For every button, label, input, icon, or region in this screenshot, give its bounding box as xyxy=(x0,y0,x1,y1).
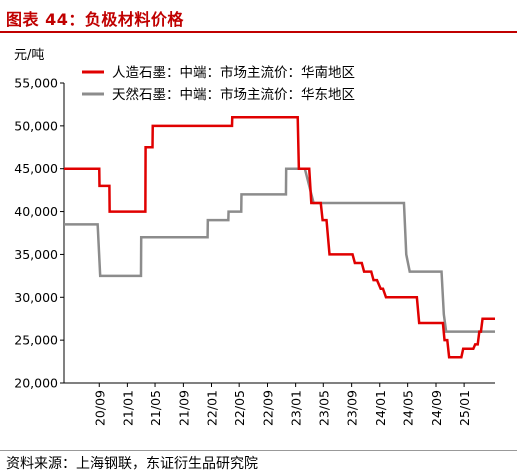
x-tick-label: 22/05 xyxy=(232,390,247,426)
y-tick-label: 30,000 xyxy=(14,290,58,305)
x-tick-label: 23/09 xyxy=(345,390,360,426)
footer-divider xyxy=(0,450,517,451)
x-tick-label: 24/09 xyxy=(429,390,444,426)
x-tick-label: 25/01 xyxy=(457,390,472,426)
x-tick-label: 23/01 xyxy=(289,390,304,426)
legend-label: 人造石墨：中端：市场主流价：华南地区 xyxy=(112,64,355,81)
y-tick-label: 50,000 xyxy=(14,118,58,133)
x-tick-label: 21/01 xyxy=(120,390,135,426)
x-tick-label: 23/05 xyxy=(316,390,331,426)
y-tick-label: 40,000 xyxy=(14,204,58,219)
series-line-artificial-graphite xyxy=(64,116,495,359)
x-tick-label: 24/05 xyxy=(401,390,416,426)
y-tick-label: 45,000 xyxy=(14,161,58,176)
legend-label: 天然石墨：中端：市场主流价：华东地区 xyxy=(112,86,355,103)
y-tick-label: 35,000 xyxy=(14,247,58,262)
title-underline xyxy=(0,31,517,33)
y-tick-label: 55,000 xyxy=(14,76,58,91)
x-tick-label: 21/09 xyxy=(176,390,191,426)
x-tick-label: 20/09 xyxy=(92,390,107,426)
line-chart: 20,000 25,000 30,000 35,000 40,000 45,000 50,0… xyxy=(14,64,495,426)
source-note: 资料来源：上海钢联，东证衍生品研究院 xyxy=(6,456,258,472)
title-bar: 图表 44：负极材料价格 xyxy=(0,0,517,34)
x-tick-label: 22/01 xyxy=(205,390,220,426)
x-tick-label: 24/01 xyxy=(373,390,388,426)
y-tick-label: 20,000 xyxy=(14,376,58,391)
series-line-natural-graphite xyxy=(64,167,495,333)
x-tick-label: 21/05 xyxy=(148,390,163,426)
y-tick-label: 25,000 xyxy=(14,333,58,348)
y-axis-unit-label: 元/吨 xyxy=(14,48,45,63)
chart-title: 图表 44：负极材料价格 xyxy=(6,10,184,29)
x-tick-label: 22/09 xyxy=(261,390,276,426)
